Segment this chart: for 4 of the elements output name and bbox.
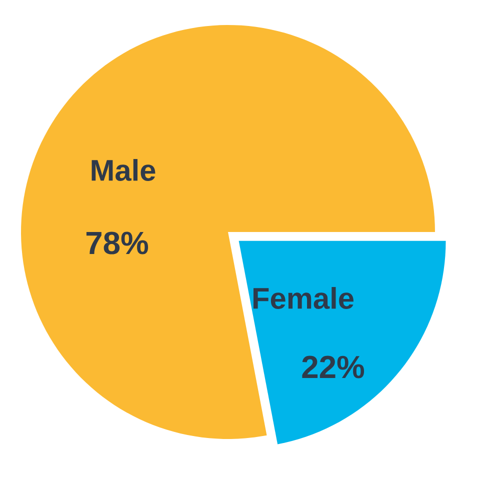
data-label: 22% <box>302 356 364 378</box>
slice-label: Female <box>253 287 354 309</box>
data-label: 78% <box>86 232 148 254</box>
slice-label: Male <box>92 159 156 181</box>
